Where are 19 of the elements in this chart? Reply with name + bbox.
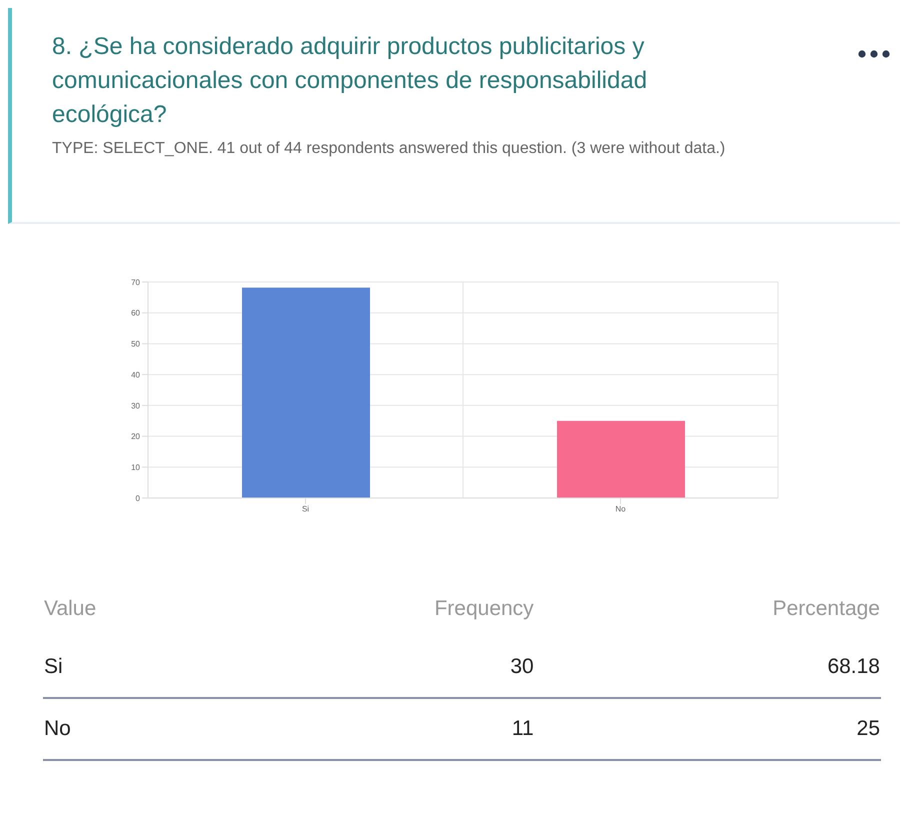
text: Frequency [433, 596, 535, 622]
y-tick-label: 70 [131, 278, 141, 287]
text: 30 [509, 654, 535, 680]
y-tick-label: 0 [136, 494, 141, 503]
text: Percentage [772, 596, 881, 622]
y-tick-label: 60 [131, 308, 141, 318]
category-label: Si [44, 654, 63, 678]
y-tick-label: 30 [131, 401, 141, 410]
chart-title: 8. ¿Se ha considerado adquirir productos publicitarios y comunicacionales con componentes de responsabilidad ecológica? [52, 32, 648, 130]
category-label: No [44, 717, 71, 740]
text: Value [43, 596, 98, 622]
y-tick-label: 20 [131, 432, 141, 442]
y-tick-label: 10 [131, 462, 141, 472]
text: 68.18 [826, 654, 881, 680]
text: 25 [856, 716, 881, 742]
text: 11 [510, 716, 535, 742]
y-tick-label: 40 [131, 370, 141, 380]
chart-subtitle: TYPE: SELECT_ONE. 41 out of 44 respondents answered this question. (3 were without data.) [52, 139, 726, 159]
y-tick-label: 50 [131, 340, 141, 349]
